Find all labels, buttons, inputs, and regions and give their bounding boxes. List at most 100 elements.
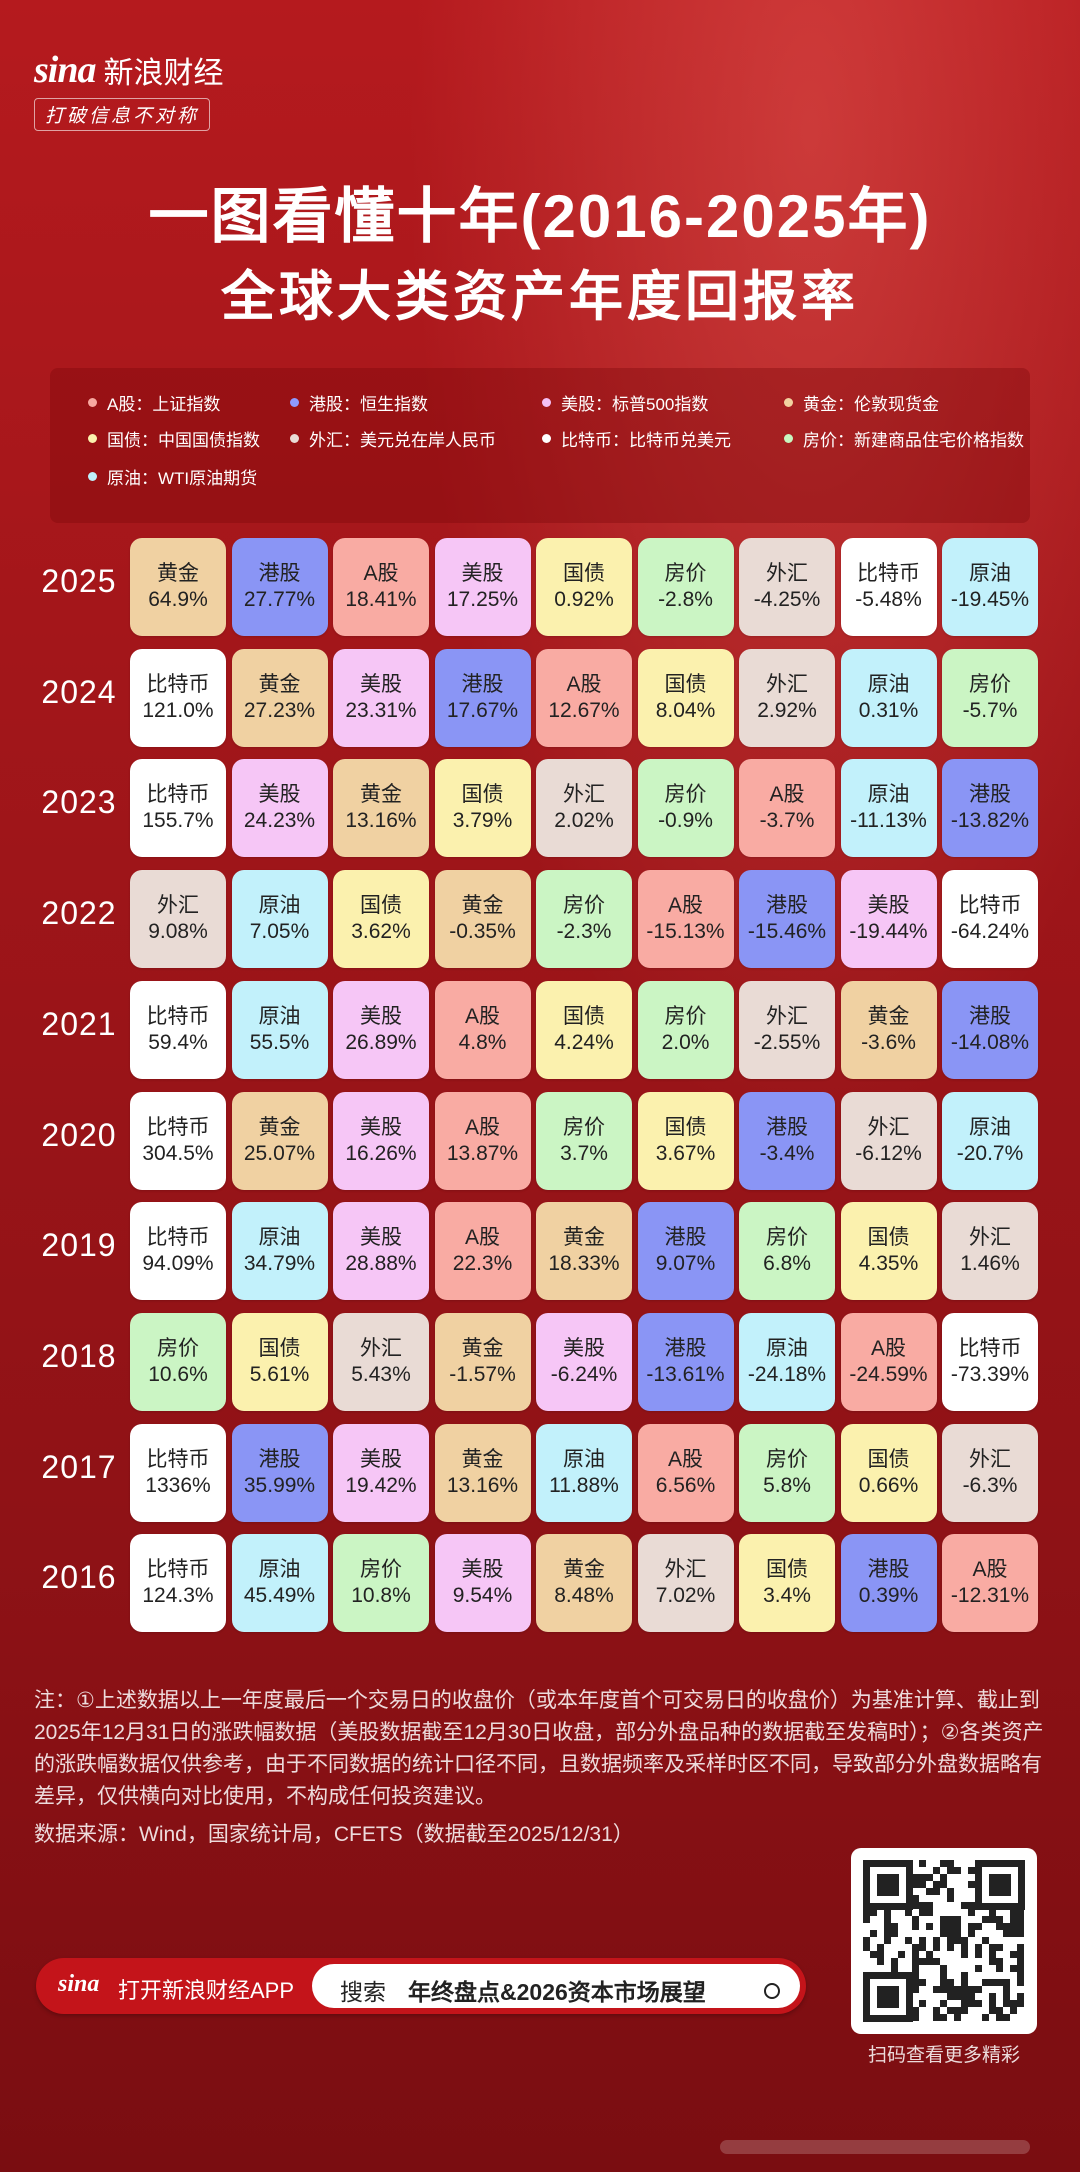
asset-return: 2.92% — [757, 698, 817, 722]
asset-cell: 比特币 94.09% — [130, 1202, 226, 1301]
asset-name: 美股 — [360, 1004, 402, 1028]
asset-name: 港股 — [766, 894, 808, 918]
asset-name: 国债 — [563, 562, 605, 585]
asset-return: -6.24% — [550, 1362, 618, 1386]
legend-dot-icon — [784, 398, 793, 407]
asset-return: -12.31% — [950, 1584, 1030, 1608]
year-label: 2022 — [41, 895, 117, 932]
asset-cell: A股 18.41% — [333, 538, 429, 636]
qr-code-icon — [863, 1860, 1025, 2022]
asset-name: 美股 — [867, 894, 910, 918]
asset-name: 原油 — [867, 672, 910, 696]
asset-cell: 比特币 -64.24% — [942, 870, 1038, 969]
year-label: 2017 — [41, 1448, 117, 1485]
legend-dot-icon — [88, 398, 97, 407]
asset-name: 比特币 — [146, 1004, 210, 1028]
asset-name: A股 — [464, 1226, 500, 1250]
year-label: 2021 — [41, 1005, 117, 1042]
asset-return: 25.07% — [243, 1141, 316, 1165]
asset-name: 港股 — [664, 1226, 707, 1250]
search-box[interactable]: 搜索 年终盘点&2026资本市场展望 — [312, 1964, 800, 2008]
asset-return: -2.55% — [753, 1030, 821, 1054]
open-app-bar[interactable]: sina 打开新浪财经APP 搜索 年终盘点&2026资本市场展望 — [36, 1958, 806, 2014]
asset-name: 房价 — [664, 1004, 707, 1028]
asset-return: 17.25% — [446, 588, 519, 611]
legend-label: 房价：新建商品住宅价格指数 — [803, 431, 1024, 450]
asset-return: 1336% — [145, 1473, 211, 1497]
asset-name: 房价 — [664, 562, 707, 585]
legend-item: 外汇：美元兑在岸人民币 — [290, 426, 496, 451]
asset-name: 房价 — [157, 1336, 199, 1360]
asset-return: 26.89% — [345, 1030, 417, 1054]
asset-return: 27.77% — [243, 588, 316, 611]
asset-return: -14.08% — [950, 1030, 1030, 1054]
asset-return: 124.3% — [142, 1584, 214, 1608]
asset-cell: 港股 -3.4% — [739, 1091, 835, 1190]
asset-cell: 国债 8.04% — [637, 648, 734, 747]
asset-return: 9.07% — [655, 1252, 716, 1276]
asset-return: 304.5% — [142, 1141, 214, 1165]
click-cursor-icon — [764, 1983, 780, 1999]
asset-cell: 黄金 -0.35% — [434, 870, 531, 969]
asset-return: -3.7% — [759, 809, 815, 833]
asset-return: -2.8% — [658, 588, 713, 611]
asset-name: 比特币 — [958, 894, 1022, 918]
asset-return: 22.3% — [452, 1252, 513, 1276]
asset-name: A股 — [464, 1115, 500, 1139]
asset-cell: 外汇 -6.12% — [840, 1091, 937, 1190]
asset-name: 比特币 — [146, 1115, 210, 1139]
qr-caption: 扫码查看更多精彩 — [867, 2045, 1020, 2066]
asset-return: -5.48% — [855, 588, 922, 611]
asset-return: -13.82% — [950, 809, 1030, 833]
legend-item: A股：上证指数 — [88, 390, 220, 415]
legend-item: 港股：恒生指数 — [290, 390, 428, 415]
asset-name: 黄金 — [461, 1447, 504, 1471]
brand-name: 新浪财经 — [103, 57, 224, 90]
asset-cell: 原油 11.88% — [536, 1423, 632, 1522]
asset-cell: 美股 -19.44% — [840, 870, 937, 969]
asset-name: 黄金 — [157, 562, 199, 585]
legend-item: 美股：标普500指数 — [542, 390, 708, 415]
year-row: 2025 黄金 64.9% 港股 27.77% A股 18.41% 美股 17.25% 国债 0.9… — [36, 538, 1046, 638]
asset-return: -20.7% — [956, 1141, 1024, 1165]
asset-name: 黄金 — [360, 783, 402, 807]
asset-cell: 国债 3.4% — [739, 1534, 835, 1633]
asset-name: 房价 — [969, 672, 1011, 696]
asset-cell: 港股 -15.46% — [739, 870, 835, 969]
asset-name: 港股 — [258, 1447, 301, 1471]
asset-name: 外汇 — [969, 1447, 1011, 1471]
asset-return: -15.13% — [646, 920, 725, 944]
sina-logo-small: sina — [58, 1971, 100, 1997]
asset-cell: A股 13.87% — [434, 1091, 531, 1190]
asset-cell: A股 4.8% — [434, 980, 531, 1079]
asset-cell: 比特币 59.4% — [130, 980, 226, 1079]
legend-dot-icon — [290, 434, 299, 443]
asset-return: -1.57% — [449, 1362, 516, 1386]
asset-name: 原油 — [563, 1447, 605, 1471]
asset-cell: 美股 28.88% — [333, 1202, 429, 1301]
asset-cell: 外汇 9.08% — [130, 870, 226, 969]
asset-cell: 港股 27.77% — [231, 538, 328, 636]
asset-name: 比特币 — [857, 562, 920, 585]
asset-name: 国债 — [664, 1115, 707, 1139]
asset-return: 24.23% — [243, 809, 316, 833]
year-label: 2019 — [41, 1227, 117, 1264]
asset-return: 0.39% — [858, 1584, 919, 1608]
asset-return: -24.18% — [747, 1362, 827, 1386]
data-source: 数据来源：Wind，国家统计局，CFETS（数据截至2025/12/31） — [34, 1823, 634, 1846]
asset-cell: 黄金 -3.6% — [840, 980, 937, 1079]
asset-return: 6.56% — [655, 1473, 716, 1497]
asset-name: 美股 — [360, 1447, 402, 1471]
year-row: 2021 比特币 59.4% 原油 55.5% 美股 26.89% A股 4.8% 国债 4.24%… — [36, 980, 1046, 1081]
asset-cell: 国债 3.79% — [434, 759, 531, 858]
asset-name: A股 — [464, 1004, 500, 1028]
asset-name: 港股 — [867, 1558, 910, 1582]
year-row: 2023 比特币 155.7% 美股 24.23% 黄金 13.16% 国债 3.79% 外汇 2.… — [36, 759, 1046, 859]
asset-name: 原油 — [258, 894, 301, 918]
search-keyword: 年终盘点&2026资本市场展望 — [408, 1979, 706, 2005]
year-label: 2025 — [41, 563, 117, 599]
asset-return: -6.3% — [962, 1473, 1018, 1497]
asset-name: 原油 — [969, 1115, 1011, 1139]
asset-cell: 美股 24.23% — [231, 759, 328, 858]
qr-code[interactable] — [851, 1848, 1037, 2034]
